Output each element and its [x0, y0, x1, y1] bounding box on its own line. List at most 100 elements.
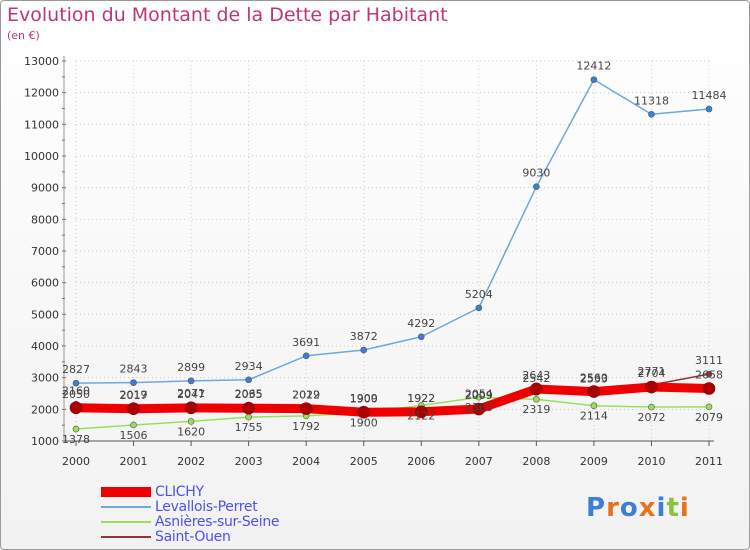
point-levallois: [245, 376, 252, 384]
x-tick-label: 2005: [350, 455, 378, 468]
point-clichy: [472, 402, 486, 416]
data-label-levallois: 12412: [576, 60, 611, 73]
point-levallois: [475, 304, 483, 312]
data-label-asnieres: 1792: [292, 420, 320, 433]
point-clichy: [357, 405, 371, 419]
point-clichy: [242, 401, 255, 415]
data-label-asnieres: 2114: [580, 410, 608, 423]
data-label-saint-ouen: 3111: [695, 354, 723, 367]
data-label-clichy: 2035: [235, 388, 263, 401]
data-label-clichy: 1922: [407, 392, 435, 405]
data-label-levallois: 2827: [62, 363, 90, 376]
point-asnieres: [705, 403, 713, 411]
data-label-levallois: 2899: [177, 361, 205, 374]
legend-swatch-levallois: [101, 506, 151, 508]
x-tick-label: 2006: [407, 455, 435, 468]
point-asnieres: [130, 421, 137, 429]
data-label-levallois: 3691: [292, 336, 320, 349]
data-label-asnieres: 1755: [235, 421, 263, 434]
data-label-saint-ouen: 1922: [407, 392, 435, 405]
legend-label-saint-ouen: Saint-Ouen: [155, 529, 231, 545]
data-label-clichy: 2022: [292, 389, 320, 402]
data-label-saint-ouen: 1900: [350, 393, 378, 406]
chart-subtitle: (en €): [7, 29, 40, 42]
y-tick-label: 8000: [31, 213, 59, 226]
x-tick-label: 2004: [292, 455, 320, 468]
data-label-levallois: 3872: [350, 330, 378, 343]
data-label-asnieres: 1378: [62, 433, 90, 446]
data-label-saint-ouen: 2071: [177, 387, 205, 400]
series-line-levallois: [75, 78, 710, 384]
legend-swatch-clichy: [101, 487, 151, 497]
x-tick-label: 2009: [580, 455, 608, 468]
point-levallois: [130, 379, 137, 386]
y-tick-label: 10000: [24, 150, 59, 163]
point-clichy: [184, 401, 198, 415]
data-label-clichy: 2643: [522, 369, 550, 382]
y-tick-label: 3000: [31, 372, 59, 385]
data-label-asnieres: 2319: [522, 403, 550, 416]
point-asnieres: [72, 425, 80, 433]
point-asnieres: [187, 418, 195, 425]
data-label-saint-ouen: 2533: [580, 372, 608, 385]
point-clichy: [299, 402, 313, 415]
data-label-levallois: 5204: [465, 288, 493, 301]
point-clichy: [530, 382, 543, 396]
point-clichy: [414, 405, 428, 419]
y-tick-label: 13000: [24, 55, 59, 68]
point-clichy: [69, 401, 83, 415]
point-asnieres: [533, 395, 540, 403]
x-tick-label: 2000: [62, 455, 90, 468]
y-tick-label: 1000: [31, 435, 59, 448]
data-label-levallois: 11318: [634, 94, 669, 107]
data-label-saint-ouen: 2771: [637, 365, 665, 378]
point-levallois: [302, 352, 310, 360]
point-clichy: [127, 402, 140, 416]
point-clichy: [702, 382, 716, 395]
data-label-clichy: 2658: [695, 368, 723, 381]
data-label-levallois: 2843: [120, 363, 148, 376]
x-tick-label: 2002: [177, 455, 205, 468]
point-asnieres: [590, 402, 598, 410]
data-label-clichy: 2009: [465, 389, 493, 402]
data-label-asnieres: 2383: [465, 401, 493, 414]
x-tick-label: 2008: [522, 455, 550, 468]
data-label-asnieres: 1900: [350, 417, 378, 430]
point-levallois: [360, 346, 368, 354]
data-label-asnieres: 2122: [407, 409, 435, 422]
y-tick-label: 12000: [24, 87, 59, 100]
data-label-saint-ouen: 2054: [465, 388, 493, 401]
data-label-clichy: 2047: [177, 388, 205, 401]
data-label-saint-ouen: 2160: [62, 384, 90, 397]
data-label-levallois: 11484: [692, 89, 727, 102]
point-clichy: [587, 385, 601, 398]
legend-swatch-asnieres: [101, 521, 151, 523]
data-label-levallois: 9030: [522, 167, 550, 180]
data-label-clichy: 2560: [580, 372, 608, 385]
y-tick-label: 11000: [24, 118, 59, 131]
point-clichy: [645, 380, 658, 394]
legend-swatch-saint-ouen: [101, 536, 151, 538]
data-label-saint-ouen: 2017: [120, 389, 148, 402]
x-tick-label: 2007: [465, 455, 493, 468]
legend-label-clichy: CLICHY: [155, 484, 204, 500]
x-tick-label: 2003: [235, 455, 263, 468]
proxiti-logo: Proxiti: [586, 493, 690, 523]
data-label-asnieres: 2079: [695, 411, 723, 424]
x-tick-label: 2011: [695, 455, 723, 468]
point-levallois: [533, 183, 540, 191]
point-asnieres: [648, 403, 655, 411]
data-label-levallois: 2934: [235, 360, 263, 373]
data-label-saint-ouen: 2019: [292, 389, 320, 402]
point-levallois: [187, 377, 195, 385]
data-label-asnieres: 1506: [120, 429, 148, 442]
y-tick-label: 9000: [31, 182, 59, 195]
data-label-asnieres: 1620: [177, 425, 205, 438]
point-asnieres: [245, 413, 252, 421]
data-label-levallois: 4292: [407, 317, 435, 330]
data-label-clichy: 1909: [350, 392, 378, 405]
data-label-clichy: 2704: [637, 367, 665, 380]
y-tick-label: 5000: [31, 308, 59, 321]
